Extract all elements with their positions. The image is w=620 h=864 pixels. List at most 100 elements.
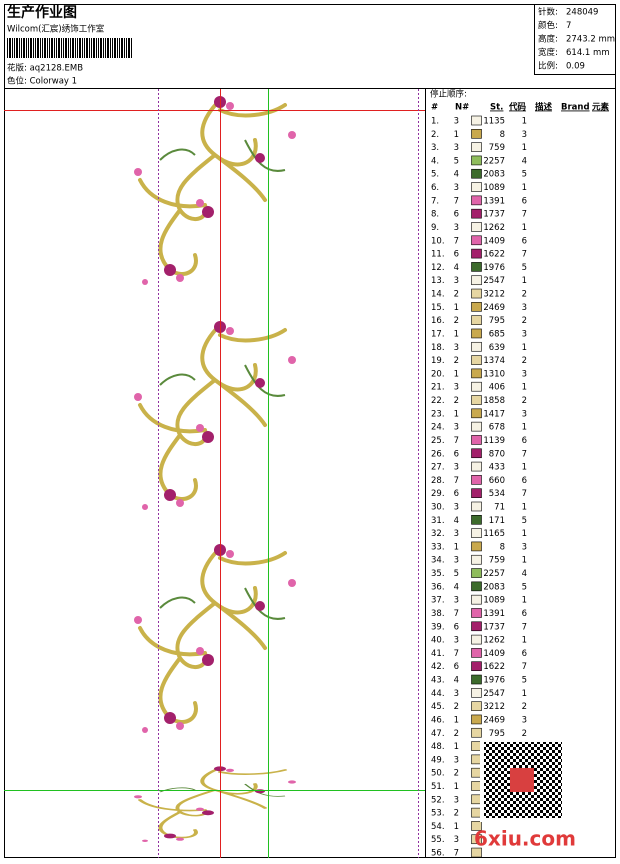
stitches: 2257 bbox=[483, 569, 505, 579]
needle: 6 bbox=[454, 449, 459, 459]
swatch bbox=[471, 834, 482, 845]
needle: 3 bbox=[454, 223, 459, 233]
code: 6 bbox=[522, 476, 527, 486]
code: 5 bbox=[522, 170, 527, 180]
needle: 4 bbox=[454, 263, 459, 273]
needle: 3 bbox=[454, 343, 459, 353]
stat-label: 宽度: bbox=[538, 47, 558, 58]
needle: 1 bbox=[454, 409, 459, 419]
needle: 4 bbox=[454, 676, 459, 686]
needle: 1 bbox=[454, 303, 459, 313]
stitches: 1262 bbox=[483, 636, 505, 646]
swatch bbox=[471, 701, 482, 711]
code: 3 bbox=[522, 130, 527, 140]
code: 1 bbox=[522, 596, 527, 606]
row-number: 23. bbox=[431, 409, 445, 419]
column-header: St. bbox=[490, 103, 503, 113]
code: 1 bbox=[522, 689, 527, 699]
design: 花版: aq2128.EMB bbox=[7, 63, 83, 74]
code: 5 bbox=[522, 582, 527, 592]
stitches: 1976 bbox=[483, 263, 505, 273]
needle: 1 bbox=[454, 329, 459, 339]
code: 2 bbox=[522, 702, 527, 712]
swatch bbox=[471, 727, 482, 738]
swatch bbox=[471, 355, 482, 365]
needle: 2 bbox=[454, 729, 459, 739]
needle: 2 bbox=[454, 769, 459, 779]
stitches: 2469 bbox=[483, 715, 505, 725]
stitches: 1089 bbox=[483, 596, 505, 606]
code: 1 bbox=[522, 502, 527, 512]
row-number: 52. bbox=[431, 795, 445, 805]
swatch bbox=[471, 501, 482, 512]
needle: 4 bbox=[454, 582, 459, 592]
code: 7 bbox=[522, 662, 527, 672]
row-number: 9. bbox=[431, 223, 439, 233]
code: 1 bbox=[522, 117, 527, 127]
row-number: 24. bbox=[431, 423, 445, 433]
code: 2 bbox=[522, 356, 527, 366]
border bbox=[4, 4, 616, 858]
row-number: 12. bbox=[431, 263, 445, 273]
swatch bbox=[471, 381, 482, 392]
needle: 2 bbox=[454, 356, 459, 366]
code: 2 bbox=[522, 290, 527, 300]
row-number: 17. bbox=[431, 329, 445, 339]
needle: 6 bbox=[454, 250, 459, 260]
needle: 3 bbox=[454, 835, 459, 845]
swatch bbox=[471, 475, 482, 485]
stat-value: 614.1 mm bbox=[566, 48, 610, 58]
row-number: 54. bbox=[431, 822, 445, 832]
row-number: 7. bbox=[431, 196, 439, 206]
row-number: 22. bbox=[431, 396, 445, 406]
needle: 3 bbox=[454, 502, 459, 512]
needle: 1 bbox=[454, 742, 459, 752]
stitches: 795 bbox=[489, 316, 505, 326]
row-number: 48. bbox=[431, 742, 445, 752]
row-number: 50. bbox=[431, 769, 445, 779]
column-header: Brand bbox=[561, 103, 590, 113]
swatch bbox=[471, 235, 482, 246]
code: 5 bbox=[522, 516, 527, 526]
code: 1 bbox=[522, 463, 527, 473]
title: 生产作业图 bbox=[7, 4, 77, 21]
swatch bbox=[471, 488, 482, 498]
code: 2 bbox=[522, 729, 527, 739]
row-number: 19. bbox=[431, 356, 445, 366]
stitches: 1409 bbox=[483, 236, 505, 246]
needle: 2 bbox=[454, 702, 459, 712]
column-header: 描述 bbox=[535, 102, 553, 113]
studio: Wilcom(汇宸)绣饰工作室 bbox=[7, 24, 105, 35]
swatch bbox=[471, 142, 482, 152]
column-header: 元素 bbox=[592, 102, 610, 113]
swatch bbox=[471, 821, 482, 831]
code: 1 bbox=[522, 276, 527, 286]
row-number: 36. bbox=[431, 582, 445, 592]
stitches: 1976 bbox=[483, 676, 505, 686]
stitches: 2257 bbox=[483, 156, 505, 166]
row-number: 37. bbox=[431, 596, 445, 606]
code: 1 bbox=[522, 343, 527, 353]
code: 7 bbox=[522, 449, 527, 459]
swatch bbox=[471, 674, 482, 685]
code: 6 bbox=[522, 236, 527, 246]
code: 1 bbox=[522, 183, 527, 193]
row-number: 53. bbox=[431, 809, 445, 819]
swatch bbox=[471, 554, 482, 565]
swatch bbox=[471, 195, 482, 206]
stat-value: 7 bbox=[566, 21, 571, 31]
needle: 6 bbox=[454, 622, 459, 632]
swatch bbox=[471, 648, 482, 658]
stitches: 795 bbox=[489, 729, 505, 739]
swatch bbox=[471, 168, 482, 179]
needle: 3 bbox=[454, 596, 459, 606]
needle: 3 bbox=[454, 117, 459, 127]
needle: 3 bbox=[454, 276, 459, 286]
row-number: 18. bbox=[431, 343, 445, 353]
row-number: 56. bbox=[431, 849, 445, 859]
stitches: 171 bbox=[489, 516, 505, 526]
swatch bbox=[471, 621, 482, 632]
needle: 1 bbox=[454, 782, 459, 792]
row-number: 25. bbox=[431, 436, 445, 446]
